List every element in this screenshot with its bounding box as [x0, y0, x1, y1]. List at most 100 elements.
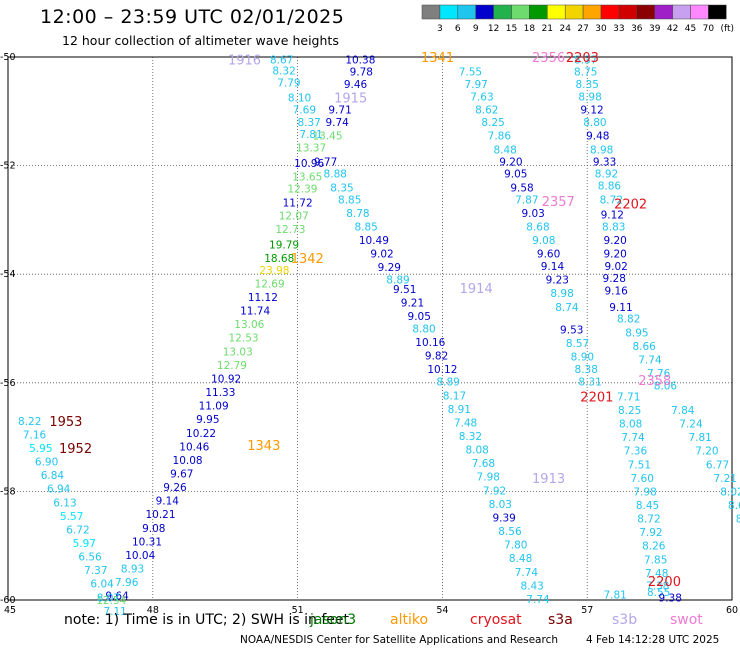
swh-value-label: 6.13: [53, 497, 76, 509]
swh-value-label: 8.98: [578, 92, 601, 104]
swh-value-label: 9.12: [580, 105, 603, 117]
swh-value-label: 8.83: [602, 221, 625, 233]
y-tick-label: -52: [0, 161, 16, 172]
swh-value-label: 7.74: [526, 594, 550, 606]
swh-value-label: 8.90: [571, 352, 594, 364]
swh-value-label: 6.56: [78, 552, 102, 564]
satellite-altiko: altiko: [390, 612, 429, 628]
swh-value-label: 9.28: [603, 273, 626, 285]
swh-value-label: 9.16: [604, 285, 628, 297]
pass-time-label: 2200: [648, 575, 681, 590]
y-tick-label: -56: [0, 378, 16, 389]
legend-label: 70: [703, 24, 715, 34]
swh-value-label: 8.45: [636, 500, 659, 512]
swh-value-label: 9.64: [105, 591, 129, 603]
swh-value-label: 9.29: [378, 262, 401, 274]
swh-value-label: 9.46: [344, 79, 368, 91]
swh-value-label: 8.57: [566, 338, 589, 350]
swh-value-label: 7.80: [504, 540, 527, 552]
swh-value-label: 10.21: [145, 509, 175, 521]
swh-value-label: 12.07: [279, 211, 309, 223]
legend-swatch: [529, 4, 548, 20]
swh-value-label: 7.81: [603, 590, 626, 602]
swh-value-label: 7.92: [639, 527, 662, 539]
swh-value-label: 7.11: [103, 606, 126, 618]
legend-swatch: [600, 4, 620, 20]
swh-value-label: 10.92: [211, 373, 241, 385]
swh-value-label: 7.76: [647, 368, 671, 380]
swh-value-label: 7.87: [515, 194, 538, 206]
swh-value-label: 8.62: [728, 500, 740, 512]
swh-value-label: 10.08: [173, 455, 203, 467]
legend-label: 9: [473, 24, 479, 34]
swh-value-label: 8.75: [574, 67, 597, 79]
swh-value-label: 7.74: [621, 432, 645, 444]
swh-value-label: 9.20: [603, 235, 626, 247]
swh-value-label: 7.74: [515, 567, 539, 579]
swh-value-label: 7.38: [646, 580, 669, 592]
pass-time-label: 1915: [334, 92, 367, 107]
swh-value-label: 23.98: [259, 265, 289, 277]
swh-value-label: 8.98: [550, 288, 573, 300]
swh-value-label: 9.23: [546, 275, 569, 287]
satellite-swot: swot: [670, 612, 703, 628]
chart-subtitle: 12 hour collection of altimeter wave hei…: [62, 33, 339, 48]
swh-value-label: 8.93: [121, 564, 144, 576]
swh-value-label: 7.68: [472, 458, 495, 470]
swh-value-label: 7.51: [628, 459, 651, 471]
swh-value-label: 7.20: [695, 446, 718, 458]
swh-value-label: 8.08: [465, 445, 488, 457]
swh-value-label: 6.77: [706, 459, 729, 471]
swh-value-label: 9.67: [170, 468, 193, 480]
swh-value-label: 7.63: [470, 92, 493, 104]
swh-value-label: 8.67: [736, 514, 740, 526]
y-tick-label: -60: [0, 595, 16, 606]
swh-value-label: 6.04: [90, 579, 114, 591]
swh-value-label: 8.35: [330, 182, 353, 194]
swh-value-label: 9.51: [393, 284, 416, 296]
legend-swatch: [564, 4, 584, 20]
pass-time-label: 1916: [228, 54, 261, 69]
pass-time-label: 2357: [542, 195, 575, 210]
swh-value-label: 8.92: [595, 169, 618, 181]
swh-value-label: 10.16: [415, 337, 445, 349]
swh-value-label: 8.67: [270, 55, 293, 67]
swh-value-label: 9.05: [408, 311, 431, 323]
pass-time-label: 1953: [49, 415, 82, 430]
legend-label: 39: [649, 24, 661, 34]
legend-swatch: [690, 4, 709, 20]
pass-time-labels: 1916 1341 2356 2203 1915 2357 2202 1342 1914 2358…: [49, 51, 681, 590]
legend-swatch: [672, 4, 691, 20]
swh-value-label: 5.57: [60, 511, 83, 523]
swh-value-label: 8.72: [600, 194, 623, 206]
swh-value-label: 8.85: [338, 194, 361, 206]
swh-value-label: 12.54: [96, 595, 126, 607]
legend-label: 45: [685, 24, 696, 34]
swh-value-label: 8.86: [598, 181, 622, 193]
swh-value-label: 9.48: [586, 131, 609, 143]
swh-points: 8.678.327.798.107.698.377.8113.3710.9613…: [18, 55, 740, 618]
legend-swatch: [439, 4, 459, 20]
swh-value-label: 7.21: [714, 473, 737, 485]
swh-value-label: 11.12: [248, 292, 278, 304]
swh-value-label: 8.25: [481, 117, 504, 129]
pass-time-label: 1914: [460, 282, 493, 297]
swh-value-label: 9.39: [492, 512, 515, 524]
swh-value-label: 9.11: [609, 302, 632, 314]
legend-swatch: [493, 4, 512, 20]
swh-value-label: 10.22: [186, 428, 216, 440]
swh-value-label: 9.08: [142, 523, 165, 535]
swh-value-label: 9.53: [560, 325, 583, 337]
swh-value-label: 8.31: [578, 377, 601, 389]
swh-value-label: 6.72: [66, 524, 89, 536]
pass-time-label: 1343: [247, 439, 280, 454]
swh-value-label: 8.68: [526, 221, 549, 233]
x-tick-label: 57: [581, 605, 593, 616]
swh-value-label: 10.46: [179, 441, 209, 453]
legend-label: 36: [631, 24, 643, 34]
swh-value-label: 9.02: [370, 249, 393, 261]
swh-value-label: 9.33: [593, 156, 616, 168]
swh-value-label: 8.07: [97, 592, 120, 604]
legend-swatch: [708, 4, 727, 20]
